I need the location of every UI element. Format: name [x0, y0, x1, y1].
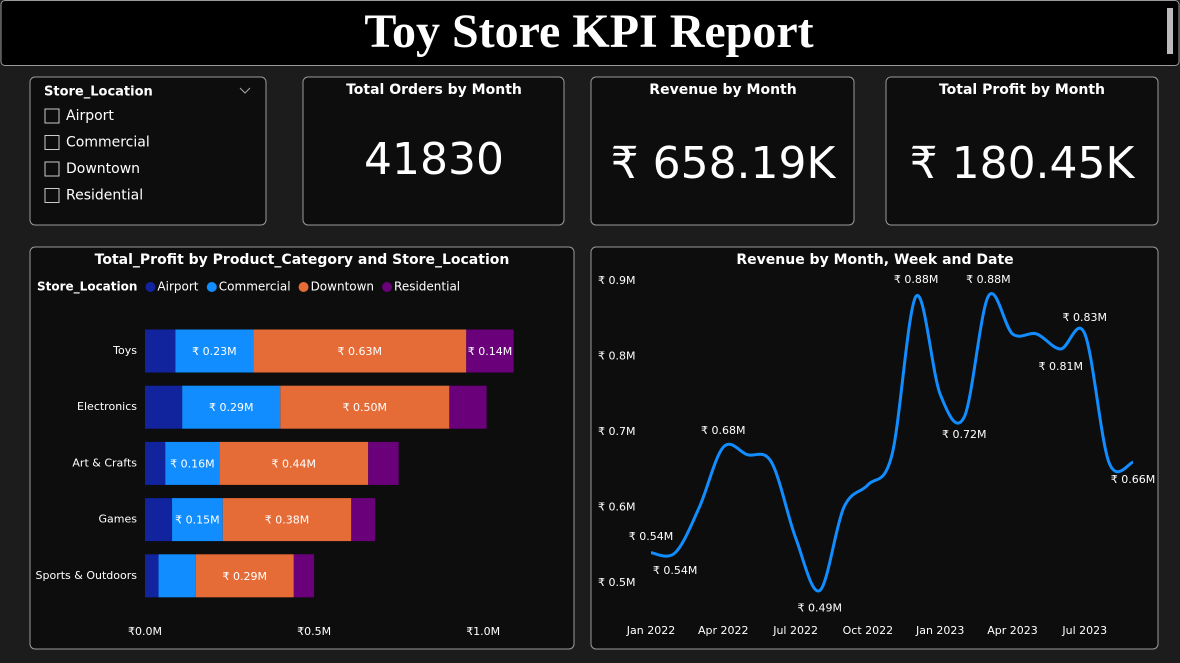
- bar-segment: [222, 498, 352, 542]
- x-tick-label: Apr 2023: [987, 624, 1038, 637]
- legend-marker: [145, 282, 156, 292]
- x-tick-label: Jan 2023: [915, 624, 964, 637]
- bar-segment: [293, 554, 315, 598]
- data-label: ₹ 0.54M: [653, 564, 697, 577]
- slicer-item[interactable]: Residential: [66, 188, 143, 204]
- data-label: ₹ 0.15M: [175, 514, 219, 527]
- kpi-panel: [302, 76, 565, 226]
- y-tick-label: Toys: [112, 344, 137, 357]
- y-tick-label: ₹ 0.8M: [598, 350, 635, 363]
- bar-segment: [145, 329, 176, 373]
- kpi-value: ₹ 180.45K: [910, 138, 1136, 189]
- data-label: ₹ 0.83M: [1063, 311, 1107, 324]
- y-tick-label: ₹ 0.9M: [598, 274, 635, 287]
- bar-segment: [145, 498, 173, 542]
- line-chart-panel: [590, 246, 1159, 650]
- data-label: ₹ 0.54M: [629, 530, 673, 543]
- slicer-items: Airport Commercial Downtown Residential: [44, 108, 150, 204]
- y-tick-label: ₹ 0.6M: [598, 501, 635, 514]
- data-label: ₹ 0.81M: [1038, 360, 1082, 373]
- page-title: Toy Store KPI Report: [364, 5, 813, 58]
- y-tick-label: ₹ 0.5M: [598, 576, 635, 589]
- bar-segment: [182, 385, 281, 429]
- chart-title: Total_Profit by Product_Category and Sto…: [95, 252, 510, 268]
- kpi-panel: [590, 76, 855, 226]
- kpi-title: Total Orders by Month: [346, 82, 522, 98]
- x-tick-label: Jul 2023: [1061, 624, 1107, 637]
- legend-marker: [206, 282, 217, 292]
- bar-segment: [466, 329, 514, 373]
- legend-label: Downtown: [311, 280, 374, 294]
- slicer-title: Store_Location: [44, 85, 153, 100]
- bar-segment: [280, 385, 450, 429]
- x-tick-label: Jan 2022: [626, 624, 675, 637]
- bar-segment: [351, 498, 375, 542]
- x-tick-label: ₹0.5M: [297, 625, 331, 638]
- bar-segment: [175, 329, 254, 373]
- scrollbar: [1167, 8, 1173, 54]
- y-tick-label: Games: [99, 513, 138, 526]
- bar-segment: [253, 329, 467, 373]
- data-label: ₹ 0.88M: [966, 273, 1010, 286]
- checkbox[interactable]: [44, 161, 60, 177]
- slicer-chevron[interactable]: [239, 87, 251, 94]
- data-label: ₹ 0.50M: [343, 401, 387, 414]
- bar-segment: [165, 441, 220, 485]
- data-label: ₹ 0.44M: [272, 457, 316, 470]
- kpi-value: 41830: [364, 134, 504, 185]
- bar-segment: [368, 441, 399, 485]
- kpi-panel: [885, 76, 1159, 226]
- kpi-title: Revenue by Month: [649, 82, 796, 98]
- data-label: ₹ 0.14M: [468, 345, 512, 358]
- x-tick-label: Apr 2022: [698, 624, 749, 637]
- data-label: ₹ 0.68M: [701, 424, 745, 437]
- y-tick-label: Art & Crafts: [72, 456, 137, 469]
- slicer-item[interactable]: Downtown: [66, 161, 140, 177]
- data-label: ₹ 0.38M: [265, 514, 309, 527]
- kpi-value: ₹ 658.19K: [611, 138, 837, 189]
- data-label: ₹ 0.63M: [338, 345, 382, 358]
- data-label: ₹ 0.29M: [223, 570, 267, 583]
- legend-marker: [298, 282, 309, 292]
- legend-label: Residential: [394, 280, 460, 294]
- kpi-title: Total Profit by Month: [939, 82, 1105, 98]
- data-label: ₹ 0.66M: [1111, 473, 1155, 486]
- x-tick-label: ₹1.0M: [466, 625, 500, 638]
- checkbox[interactable]: [44, 135, 60, 150]
- data-label: ₹ 0.29M: [209, 401, 253, 414]
- slicer-item[interactable]: Airport: [66, 108, 114, 124]
- data-label: ₹ 0.23M: [192, 345, 236, 358]
- bar-segment: [195, 554, 294, 598]
- checkbox[interactable]: [44, 108, 60, 124]
- slicer-item[interactable]: Commercial: [66, 135, 150, 151]
- bar-segment: [449, 385, 487, 429]
- data-label: ₹ 0.88M: [894, 273, 938, 286]
- header-bar: [0, 0, 1180, 66]
- legend-label: Commercial: [219, 280, 291, 294]
- x-tick-label: Oct 2022: [843, 624, 894, 637]
- legend-marker: [382, 282, 393, 292]
- checkbox[interactable]: [44, 188, 60, 203]
- y-tick-label: Electronics: [77, 400, 137, 413]
- x-tick-label: Jul 2022: [772, 624, 818, 637]
- bar-segment: [145, 385, 183, 429]
- y-tick-label: ₹ 0.7M: [598, 425, 635, 438]
- bar-segment: [158, 554, 196, 598]
- data-label: ₹ 0.16M: [170, 457, 214, 470]
- line: [650, 292, 1134, 593]
- bar-segment: [145, 441, 166, 485]
- bar-segment: [145, 554, 159, 598]
- legend-label: Airport: [157, 280, 198, 294]
- data-label: ₹ 0.49M: [797, 602, 841, 615]
- legend-title: Store_Location: [37, 280, 137, 295]
- y-tick-label: Sports & Outdoors: [36, 569, 138, 582]
- x-tick-label: ₹0.0M: [128, 625, 162, 638]
- bar-segment: [219, 441, 369, 485]
- chart-title: Revenue by Month, Week and Date: [736, 252, 1013, 268]
- bar-segment: [172, 498, 223, 542]
- data-label: ₹ 0.72M: [942, 428, 986, 441]
- slicer-panel: [29, 76, 267, 226]
